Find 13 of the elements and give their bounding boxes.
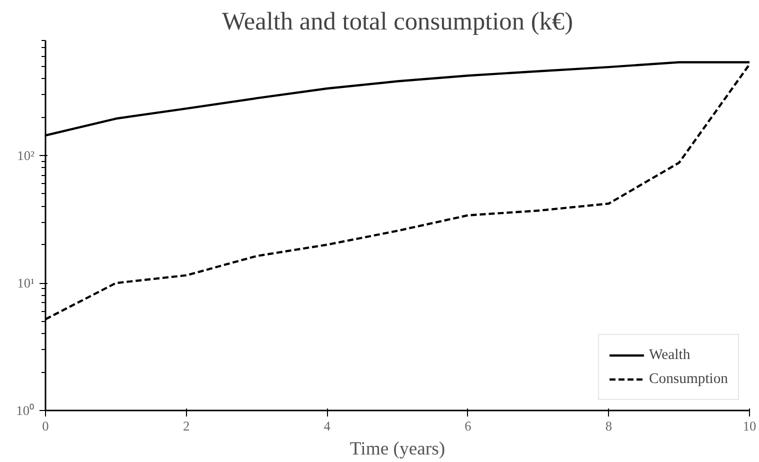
x-tick-label: 8	[605, 418, 612, 434]
legend-label: Wealth	[649, 346, 690, 364]
x-tick-label: 10	[742, 418, 756, 434]
x-tick-label: 2	[182, 418, 190, 434]
y-tick-label: 10²	[17, 148, 35, 164]
chart-title: Wealth and total consumption (k€)	[222, 8, 574, 36]
x-tick-label: 6	[464, 418, 472, 434]
x-tick-label: 0	[42, 418, 50, 434]
x-axis-title: Time (years)	[350, 438, 446, 460]
y-tick-label: 10⁰	[16, 403, 34, 418]
x-tick-label: 4	[324, 418, 331, 434]
legend-label: Consumption	[649, 370, 728, 388]
y-tick-label: 10¹	[17, 276, 35, 291]
